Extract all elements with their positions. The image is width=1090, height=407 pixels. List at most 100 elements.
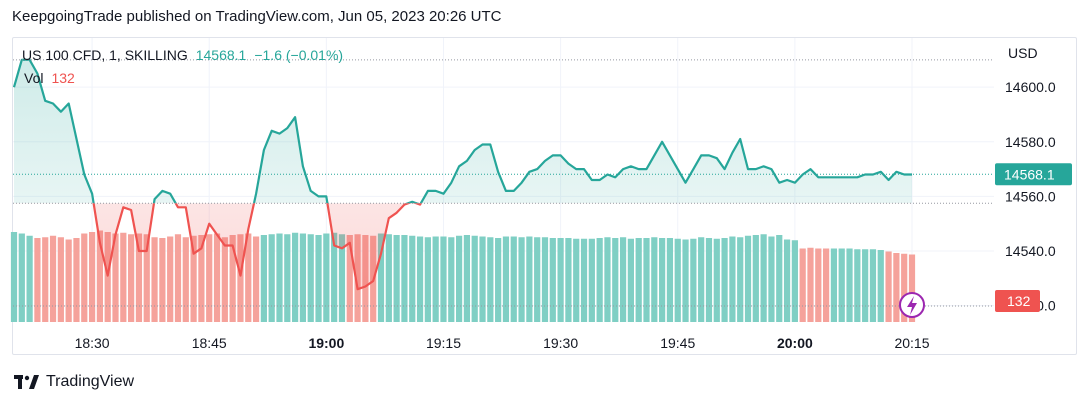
volume-bar	[744, 235, 752, 322]
volume-bar	[346, 235, 353, 322]
volume-bar	[682, 239, 689, 322]
volume-bar	[128, 234, 135, 322]
volume-bar	[299, 233, 307, 322]
volume-bar	[409, 235, 416, 322]
volume-bar	[619, 237, 627, 322]
volume-bar	[182, 237, 189, 322]
last-volume-badge	[995, 290, 1040, 312]
volume-legend[interactable]: Vol 132	[24, 70, 75, 86]
volume-bar	[198, 235, 205, 322]
currency-label: USD	[1008, 45, 1038, 61]
volume-bar	[323, 233, 330, 322]
volume-bar	[432, 236, 439, 322]
volume-bar	[776, 235, 783, 322]
volume-bar	[846, 248, 853, 322]
volume-bar	[799, 248, 806, 322]
volume-bar	[18, 233, 25, 322]
volume-bar	[721, 238, 728, 322]
x-tick-label: 19:00	[308, 335, 344, 351]
volume-bar	[604, 237, 611, 322]
volume-bar	[135, 233, 143, 322]
volume-bar	[495, 238, 502, 322]
tradingview-brand[interactable]: TradingView	[14, 373, 134, 391]
volume-bar	[502, 236, 510, 322]
volume-bar	[557, 238, 564, 322]
y-tick-label: 14580.0	[1005, 134, 1056, 150]
volume-bar	[815, 248, 822, 322]
volume-bar	[331, 232, 338, 322]
volume-bar	[338, 234, 346, 322]
volume-bar	[424, 237, 431, 322]
volume-bar	[862, 249, 869, 322]
volume-bar	[698, 237, 705, 322]
volume-bar	[120, 232, 127, 322]
volume-bar	[260, 235, 267, 322]
volume-bar	[830, 248, 838, 322]
chart-frame[interactable]	[12, 37, 1077, 355]
volume-bar	[518, 237, 525, 322]
volume-bar	[455, 235, 463, 322]
symbol-legend[interactable]: US 100 CFD, 1, SKILLING 14568.1 −1.6 (−0…	[22, 47, 343, 63]
volume-label: Vol	[24, 70, 44, 86]
y-tick-label: 14560.0	[1005, 188, 1056, 204]
published-caption: KeepgoingTrade published on TradingView.…	[12, 8, 502, 25]
volume-bar	[213, 233, 221, 322]
volume-bar	[854, 249, 861, 322]
volume-bar	[760, 234, 767, 322]
volume-bar	[112, 233, 119, 322]
volume-bar	[479, 236, 486, 322]
volume-bar	[385, 234, 392, 322]
volume-bar	[549, 238, 556, 322]
x-tick-label: 18:30	[75, 335, 110, 351]
x-tick-label: 19:45	[660, 335, 695, 351]
volume-bar	[690, 238, 697, 322]
last-price-badge-text: 14568.1	[1004, 166, 1055, 182]
lightning-icon-bolt	[907, 296, 917, 315]
symbol-name[interactable]: US 100 CFD, 1, SKILLING	[22, 47, 188, 63]
volume-bar	[34, 238, 41, 322]
volume-bar	[705, 238, 713, 322]
volume-bar	[526, 236, 533, 322]
volume-bar	[838, 248, 845, 322]
brand-name: TradingView	[46, 373, 135, 390]
volume-bar	[57, 237, 64, 322]
last-volume-badge-text: 132	[1007, 293, 1031, 309]
volume-bar	[26, 235, 33, 322]
volume-bar	[908, 254, 916, 322]
volume-bar	[510, 236, 517, 322]
volume-bar	[190, 235, 197, 322]
volume-bar	[229, 235, 236, 322]
volume-bar	[307, 234, 314, 322]
volume-bar	[315, 235, 322, 322]
volume-bar	[651, 237, 658, 322]
volume-bar	[534, 237, 541, 322]
volume-bar	[783, 239, 791, 322]
volume-bar	[65, 239, 72, 322]
volume-bar	[768, 236, 775, 322]
lightning-icon[interactable]	[899, 292, 925, 318]
volume-bar	[713, 238, 720, 322]
volume-bar	[541, 237, 549, 322]
volume-bar	[401, 235, 408, 322]
volume-bar	[81, 233, 88, 322]
volume-bar	[96, 230, 103, 322]
volume-bar	[10, 232, 18, 322]
volume-bar	[729, 236, 736, 322]
volume-bar	[573, 238, 580, 322]
x-tick-label: 20:00	[777, 335, 813, 351]
volume-bar	[659, 238, 666, 322]
tradingview-logo-icon	[14, 375, 39, 389]
volume-bar	[221, 237, 228, 322]
volume-bar	[206, 234, 213, 322]
x-tick-label: 20:15	[894, 335, 929, 351]
volume-bar	[807, 247, 814, 322]
volume-bar	[666, 238, 674, 322]
volume-bar	[42, 237, 49, 322]
volume-bar	[627, 238, 634, 322]
price-line-up	[12, 58, 912, 204]
last-price: 14568.1	[195, 47, 247, 63]
volume-bar	[143, 234, 150, 322]
volume-bar	[440, 236, 447, 322]
volume-bar	[448, 237, 455, 322]
